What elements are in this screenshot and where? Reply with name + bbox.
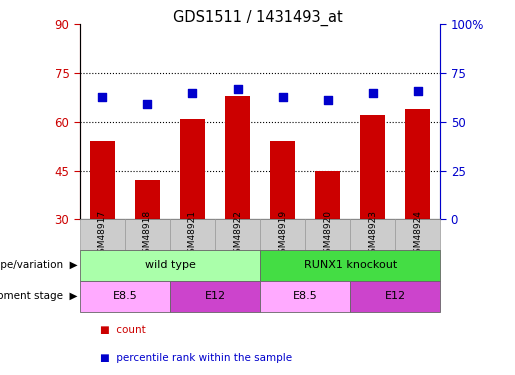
Bar	[225, 96, 250, 317]
Bar	[80, 219, 125, 250]
Bar	[405, 109, 430, 317]
Text: genotype/variation  ▶: genotype/variation ▶	[0, 261, 77, 270]
Text: GSM48923: GSM48923	[368, 210, 377, 259]
Text: E8.5: E8.5	[112, 291, 138, 301]
Bar	[360, 116, 385, 317]
Bar	[396, 219, 440, 250]
Text: GSM48918: GSM48918	[143, 210, 152, 260]
Bar	[350, 281, 440, 312]
Bar	[90, 141, 115, 317]
Text: GDS1511 / 1431493_at: GDS1511 / 1431493_at	[173, 9, 342, 26]
Text: ■  percentile rank within the sample: ■ percentile rank within the sample	[100, 353, 293, 363]
Text: GSM48922: GSM48922	[233, 210, 242, 259]
Text: GSM48917: GSM48917	[98, 210, 107, 260]
Point	[369, 90, 377, 96]
Text: E8.5: E8.5	[293, 291, 318, 301]
Bar	[170, 281, 260, 312]
Bar	[305, 219, 350, 250]
Bar	[125, 219, 170, 250]
Text: wild type: wild type	[145, 261, 195, 270]
Point	[279, 93, 287, 99]
Point	[414, 88, 422, 94]
Text: E12: E12	[204, 291, 226, 301]
Text: RUNX1 knockout: RUNX1 knockout	[303, 261, 397, 270]
Bar	[80, 250, 260, 281]
Point	[188, 90, 197, 96]
Bar	[135, 180, 160, 317]
Bar	[270, 141, 295, 317]
Point	[143, 101, 151, 107]
Bar	[170, 219, 215, 250]
Text: development stage  ▶: development stage ▶	[0, 291, 77, 301]
Bar	[350, 219, 396, 250]
Text: GSM48921: GSM48921	[188, 210, 197, 259]
Bar	[260, 219, 305, 250]
Point	[98, 93, 107, 99]
Text: GSM48920: GSM48920	[323, 210, 332, 259]
Point	[323, 98, 332, 104]
Bar	[215, 219, 260, 250]
Bar	[260, 281, 350, 312]
Bar	[260, 250, 440, 281]
Text: E12: E12	[385, 291, 406, 301]
Text: ■  count: ■ count	[100, 325, 146, 335]
Text: GSM48924: GSM48924	[414, 210, 422, 259]
Bar	[315, 171, 340, 317]
Point	[233, 86, 242, 92]
Bar	[180, 118, 205, 317]
Bar	[80, 281, 170, 312]
Text: GSM48919: GSM48919	[278, 210, 287, 260]
